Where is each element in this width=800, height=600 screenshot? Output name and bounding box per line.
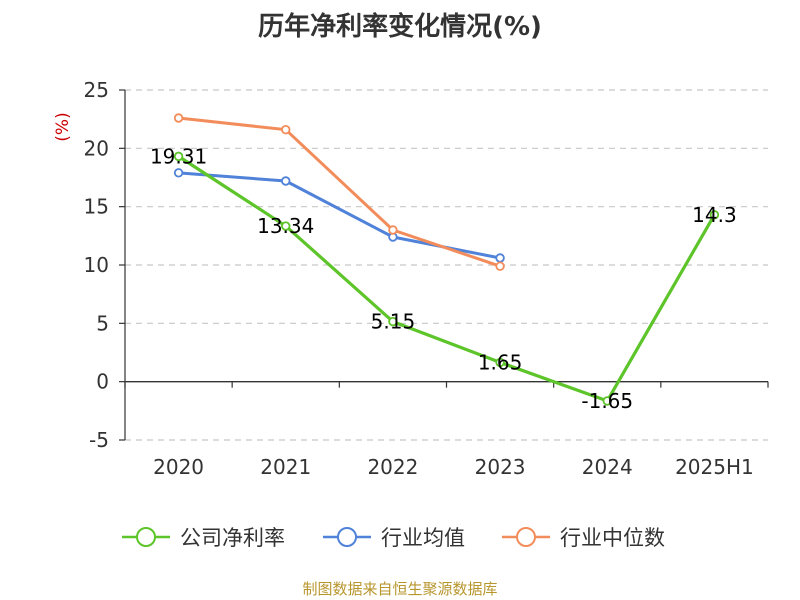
data-label: 13.34 [257, 214, 314, 238]
data-label: 1.65 [478, 350, 523, 374]
data-point [173, 168, 184, 178]
y-tick-label: 0 [96, 370, 109, 394]
y-tick-label: 20 [84, 136, 109, 160]
legend: 公司净利率 行业均值 行业中位数 [122, 526, 665, 550]
source-note: 制图数据来自恒生聚源数据库 [302, 580, 498, 598]
y-tick-label: 15 [84, 195, 109, 219]
x-tick-label: 2022 [367, 455, 418, 479]
data-label: -1.65 [581, 389, 633, 413]
data-point [495, 357, 505, 368]
data-point [173, 151, 184, 162]
axes: -5 0 5 10 15 20 25 2020 2021 2022 2023 2024 2025H1 [84, 78, 769, 479]
data-point [495, 261, 505, 271]
data-point [602, 396, 612, 406]
data-label: 5.15 [371, 310, 416, 334]
legend-label: 行业中位数 [560, 526, 665, 550]
legend-marker-0 [136, 527, 156, 547]
y-tick-label: 5 [96, 311, 109, 335]
legend-marker-1 [337, 527, 357, 547]
legend-label: 行业均值 [381, 526, 465, 550]
x-tick-label: 2021 [260, 455, 311, 479]
y-tick-label: 10 [84, 253, 109, 277]
series-line-0 [177, 155, 716, 403]
y-axis-unit-label: (%) [53, 112, 73, 141]
chart-title: 历年净利率变化情况(%) [258, 12, 542, 42]
x-tick-label: 2024 [582, 455, 633, 479]
data-point [281, 221, 291, 231]
series-lines [173, 113, 720, 406]
grid-lines [125, 89, 768, 441]
series-line-1 [178, 171, 501, 260]
data-label: 14.3 [692, 203, 737, 227]
data-point [388, 316, 398, 327]
legend-label: 公司净利率 [180, 526, 285, 550]
x-tick-label: 2025H1 [675, 455, 754, 479]
data-point [709, 210, 720, 220]
legend-marker-2 [516, 527, 536, 547]
data-point [388, 225, 398, 235]
data-point [281, 124, 291, 135]
data-point [495, 253, 505, 263]
data-point [281, 176, 291, 186]
x-tick-label: 2020 [153, 455, 204, 479]
y-tick-label: 25 [84, 78, 109, 102]
y-tick-label: -5 [89, 428, 109, 452]
data-label: 19.31 [150, 144, 207, 168]
data-labels: 19.31 13.34 5.15 1.65 -1.65 14.3 [150, 144, 737, 413]
data-point [173, 113, 184, 123]
series-line-2 [178, 116, 501, 268]
x-tick-label: 2023 [475, 455, 526, 479]
